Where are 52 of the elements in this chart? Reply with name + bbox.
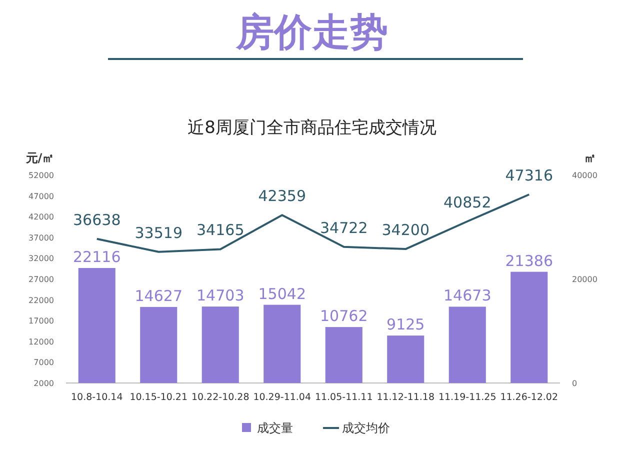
data-label: 34165 xyxy=(196,221,244,240)
x-tick-label: 11.12-11.18 xyxy=(376,392,435,403)
data-label: 9125 xyxy=(386,316,425,334)
y-tick-label: 37000 xyxy=(28,233,54,242)
data-label: 15042 xyxy=(258,284,306,303)
data-label: 14703 xyxy=(196,286,244,305)
data-label: 34200 xyxy=(382,221,430,240)
bar xyxy=(264,304,301,383)
y-tick-label: 2000 xyxy=(34,379,54,388)
x-tick-label: 10.22-10.28 xyxy=(191,392,250,403)
data-label: 21386 xyxy=(505,252,553,270)
y2-tick-label: 20000 xyxy=(572,275,598,284)
bar xyxy=(448,306,486,383)
y-axis-title: 元/㎡ xyxy=(24,151,54,165)
bar xyxy=(140,306,178,383)
y-tick-label: 7000 xyxy=(34,358,54,368)
y-tick-label: 42000 xyxy=(28,212,54,222)
x-tick-label: 11.05-11.11 xyxy=(314,392,373,403)
data-label: 22116 xyxy=(73,248,121,266)
x-tick-label: 10.8-10.14 xyxy=(70,392,123,403)
y-tick-label: 27000 xyxy=(28,275,54,284)
bar xyxy=(78,268,116,383)
data-label: 14627 xyxy=(134,286,182,305)
legend-label: 成交均价 xyxy=(342,421,390,435)
y2-tick-label: 40000 xyxy=(572,171,598,180)
data-label: 14673 xyxy=(444,286,492,305)
chart-subtitle: 近8周厦门全市商品住宅成交情况 xyxy=(188,118,436,138)
data-label: 34722 xyxy=(320,218,368,237)
data-label: 40852 xyxy=(444,193,492,212)
x-tick-label: 10.15-10.21 xyxy=(130,392,188,403)
y-tick-label: 22000 xyxy=(28,296,54,305)
y-tick-label: 12000 xyxy=(28,337,54,346)
y-tick-label: 52000 xyxy=(28,171,54,180)
y-tick-label: 32000 xyxy=(28,254,54,264)
x-tick-label: 11.26-12.02 xyxy=(500,392,558,403)
data-label: 47316 xyxy=(505,166,553,184)
y2-axis-title: ㎡ xyxy=(584,151,596,165)
bar xyxy=(202,306,239,383)
x-tick-label: 10.29-11.04 xyxy=(253,392,312,403)
data-label: 36638 xyxy=(73,210,121,229)
y2-tick-label: 0 xyxy=(572,379,578,388)
legend-label: 成交量 xyxy=(257,421,293,435)
bar xyxy=(387,336,424,383)
bar xyxy=(325,327,362,383)
data-label: 10762 xyxy=(320,307,368,326)
y-tick-label: 47000 xyxy=(28,192,54,201)
bar xyxy=(510,272,548,383)
y-tick-label: 17000 xyxy=(28,316,54,326)
x-tick-label: 11.19-11.25 xyxy=(438,392,496,403)
data-label: 33519 xyxy=(134,224,182,242)
data-label: 42359 xyxy=(258,187,306,206)
chart-title: 房价走势 xyxy=(235,10,388,54)
